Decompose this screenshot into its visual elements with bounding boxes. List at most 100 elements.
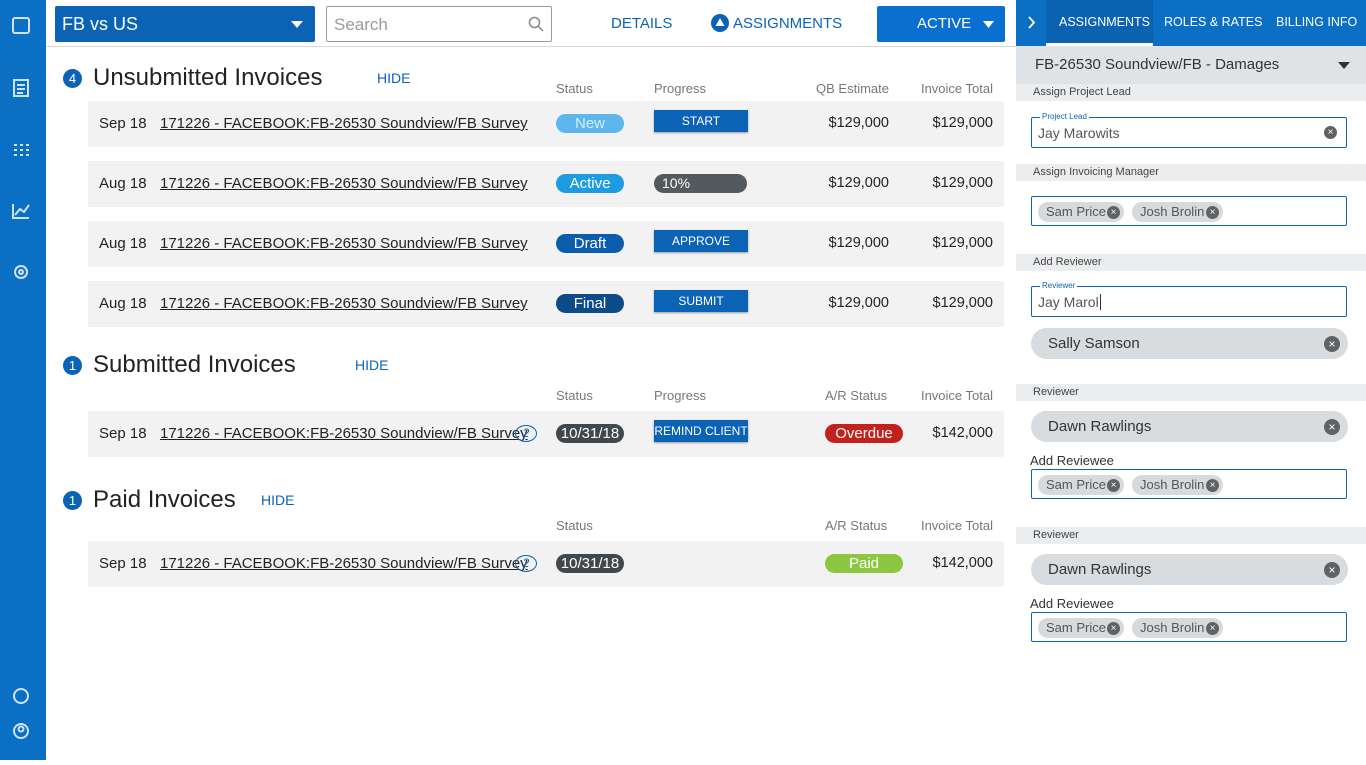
hide-toggle[interactable]: HIDE xyxy=(261,492,295,508)
details-tab[interactable]: DETAILS xyxy=(611,15,673,32)
qb-estimate: $129,000 xyxy=(828,115,889,131)
collapse-icon[interactable] xyxy=(1027,16,1036,29)
ar-status-pill: Paid xyxy=(825,554,903,573)
chip-label: Sam Price xyxy=(1046,477,1106,492)
column-header: Invoice Total xyxy=(920,518,993,533)
heading-text: Assign Project Lead xyxy=(1033,86,1131,98)
remove-chip[interactable]: × xyxy=(1107,621,1120,635)
hide-toggle[interactable]: HIDE xyxy=(377,70,411,86)
chip-label: Sam Price xyxy=(1046,620,1106,635)
invoice-name[interactable]: 171226 - FACEBOOK:FB-26530 Soundview/FB … xyxy=(160,115,528,132)
reviewer-name: Sally Samson xyxy=(1048,335,1140,352)
count-badge: 4 xyxy=(63,69,82,88)
invoice-name[interactable]: 171226 - FACEBOOK:FB-26530 Soundview/FB … xyxy=(160,425,528,442)
status-pill: New xyxy=(556,114,624,133)
reviewer: Dawn Rawlings × xyxy=(1031,554,1348,585)
column-header: Status xyxy=(556,518,593,533)
reports-icon[interactable] xyxy=(12,204,30,219)
tab-label[interactable]: BILLING INFO xyxy=(1276,15,1358,29)
chip-label: Josh Brolin xyxy=(1140,204,1205,219)
invoice-date: Aug 18 xyxy=(99,295,147,312)
chip-label: Sam Price xyxy=(1046,204,1106,219)
heading-text: Add Reviewer xyxy=(1033,256,1102,268)
warning-icon xyxy=(711,14,729,32)
status-pill: Active xyxy=(556,174,624,193)
invoice-name[interactable]: 171226 - FACEBOOK:FB-26530 Soundview/FB … xyxy=(160,175,528,192)
status-pill: 10/31/18 xyxy=(556,554,624,573)
invoice-name[interactable]: 171226 - FACEBOOK:FB-26530 Soundview/FB … xyxy=(160,295,528,312)
matter-select[interactable]: FB-26530 Soundview/FB - Damages xyxy=(1016,46,1366,84)
invoice-date: Aug 18 xyxy=(99,175,147,192)
reviewer-name: Dawn Rawlings xyxy=(1048,418,1152,435)
inbox-icon[interactable] xyxy=(12,17,30,34)
remove-chip[interactable]: × xyxy=(1206,478,1219,492)
settings-icon[interactable] xyxy=(14,265,28,279)
progress-button[interactable]: APPROVE xyxy=(654,230,748,252)
remove-reviewer[interactable]: × xyxy=(1324,336,1340,352)
progress-button[interactable]: REMIND CLIENT xyxy=(654,420,748,442)
profile-icon[interactable] xyxy=(13,723,29,739)
invoice-name[interactable]: 171226 - FACEBOOK:FB-26530 Soundview/FB … xyxy=(160,555,528,572)
qb-estimate: $129,000 xyxy=(828,175,889,191)
tab-label[interactable]: ROLES & RATES xyxy=(1164,15,1263,29)
selected-reviewer: Sally Samson × xyxy=(1031,328,1348,359)
column-header: Status xyxy=(556,81,593,96)
help-icon[interactable] xyxy=(13,688,29,704)
chip-field[interactable]: Sam Price × Josh Brolin × xyxy=(1031,196,1347,226)
section-heading: Add Reviewer xyxy=(1016,254,1366,271)
status-label: ACTIVE xyxy=(917,15,972,32)
progress-button[interactable]: SUBMIT xyxy=(654,290,748,312)
heading-text: Assign Invoicing Manager xyxy=(1033,166,1159,178)
caret xyxy=(983,21,994,28)
invoice-row: Sep 18 171226 - FACEBOOK:FB-26530 Soundvi… xyxy=(88,411,1004,457)
project-lead-field[interactable]: Project Lead Jay Marowits × xyxy=(1031,112,1347,148)
invoice-total: $129,000 xyxy=(932,295,993,311)
section-title: Paid Invoices xyxy=(93,486,236,513)
project-select[interactable]: FB vs US xyxy=(55,6,315,42)
section-heading: Reviewer xyxy=(1016,384,1366,401)
qb-estimate: $129,000 xyxy=(828,295,889,311)
remove-chip[interactable]: × xyxy=(1107,478,1120,492)
remove-chip[interactable]: × xyxy=(1206,621,1219,635)
field-label: Reviewer xyxy=(1040,281,1078,290)
remove-chip[interactable]: × xyxy=(1206,205,1219,219)
chip: Josh Brolin × xyxy=(1132,475,1223,495)
invoice-row: Sep 18 171226 - FACEBOOK:FB-26530 Soundvi… xyxy=(88,101,1004,147)
assignments-tab[interactable]: ASSIGNMENTS xyxy=(733,15,843,32)
search-placeholder: Search xyxy=(334,15,388,34)
progress-button[interactable]: START xyxy=(654,110,748,132)
invoice-total: $129,000 xyxy=(932,235,993,251)
reviewer-field[interactable]: Reviewer Jay Marol xyxy=(1031,281,1347,317)
sidebar-icons xyxy=(12,17,30,739)
chip: Sam Price × xyxy=(1038,202,1124,222)
invoice-name[interactable]: 171226 - FACEBOOK:FB-26530 Soundview/FB … xyxy=(160,235,528,252)
invoice-row: Sep 18 171226 - FACEBOOK:FB-26530 Soundvi… xyxy=(88,541,1004,587)
invoice-row: Aug 18 171226 - FACEBOOK:FB-26530 Soundvi… xyxy=(88,161,1004,207)
comment-count[interactable]: 2 xyxy=(515,555,537,572)
clear-button[interactable]: × xyxy=(1324,126,1337,139)
remove-reviewer[interactable]: × xyxy=(1324,419,1340,435)
column-header: A/R Status xyxy=(825,388,888,403)
project-name: FB vs US xyxy=(62,14,139,34)
section-heading: Reviewer xyxy=(1016,527,1366,544)
count-badge: 1 xyxy=(63,491,82,510)
hide-toggle[interactable]: HIDE xyxy=(355,357,389,373)
chip-field[interactable]: Sam Price × Josh Brolin × xyxy=(1031,612,1347,642)
remove-chip[interactable]: × xyxy=(1107,205,1120,219)
apps-icon[interactable] xyxy=(14,144,29,156)
field-value: Jay Marowits xyxy=(1038,125,1120,141)
chip-field[interactable]: Sam Price × Josh Brolin × xyxy=(1031,469,1347,499)
remove-reviewer[interactable]: × xyxy=(1324,562,1340,578)
status-button[interactable]: ACTIVE xyxy=(877,6,1005,42)
section-title: Unsubmitted Invoices xyxy=(93,64,323,91)
column-header: Invoice Total xyxy=(920,81,993,96)
comment-count[interactable]: 2 xyxy=(515,425,537,442)
search-box[interactable]: Search xyxy=(326,6,552,42)
documents-icon[interactable] xyxy=(13,79,29,97)
chip: Josh Brolin × xyxy=(1132,202,1223,222)
chip-label: Josh Brolin xyxy=(1140,477,1205,492)
chip-label: Josh Brolin xyxy=(1140,620,1205,635)
active-tab[interactable]: ASSIGNMENTS xyxy=(1046,0,1153,46)
qb-estimate: $129,000 xyxy=(828,235,889,251)
